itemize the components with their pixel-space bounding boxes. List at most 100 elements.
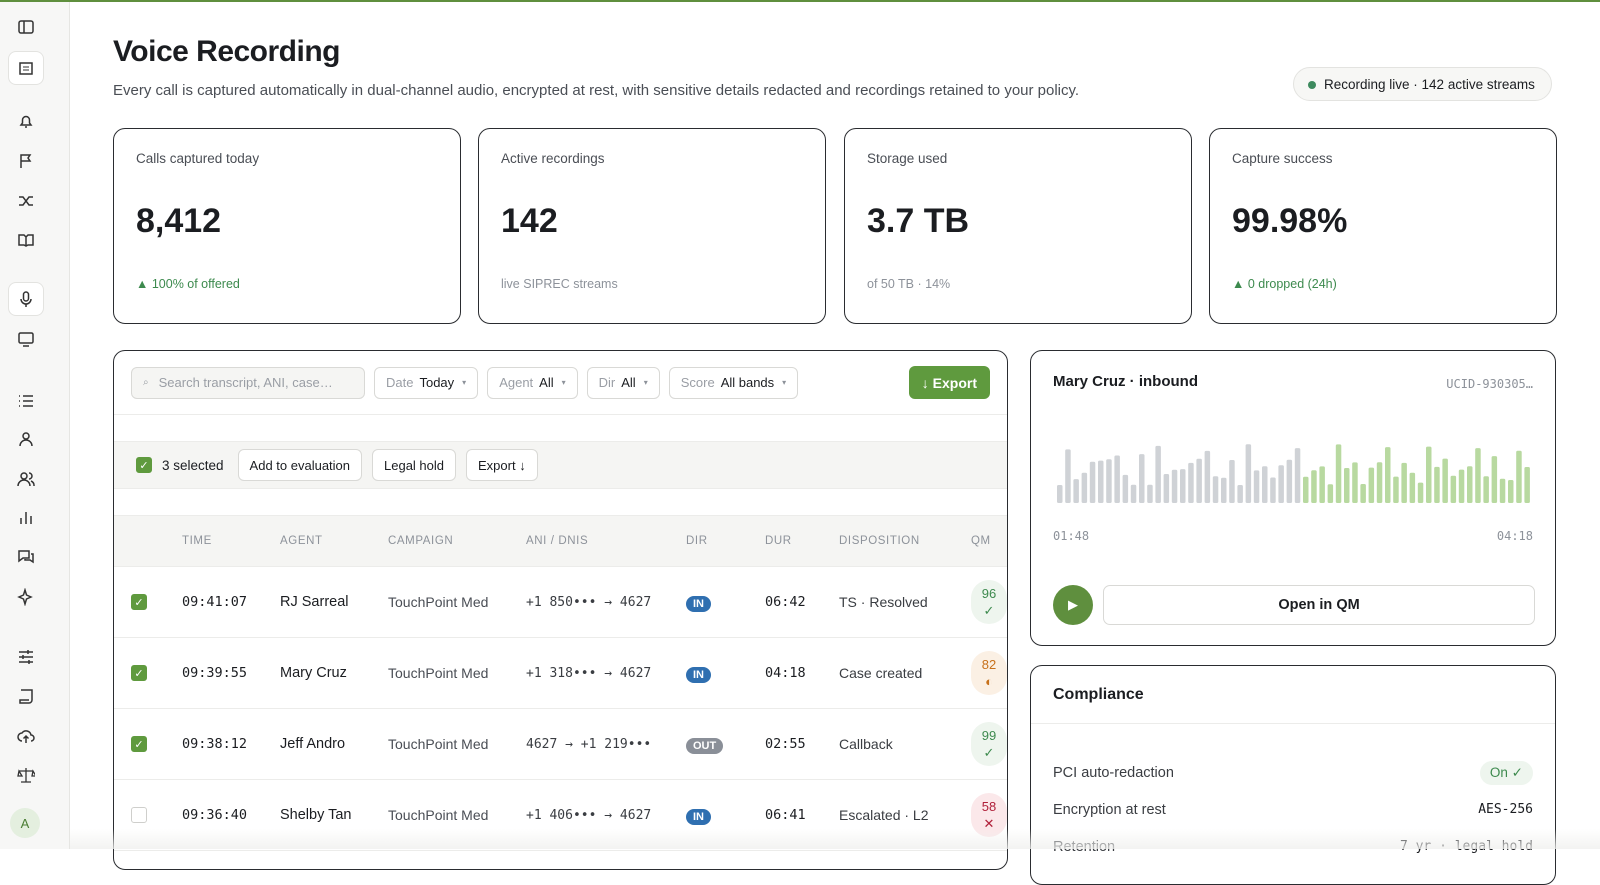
wave-bar: [1417, 482, 1424, 503]
filter-dropdown[interactable]: Date Today ▾: [374, 366, 479, 399]
row-checkbox[interactable]: ✓: [131, 594, 147, 610]
avatar[interactable]: A: [10, 808, 40, 838]
selected-count: 3 selected: [162, 457, 224, 473]
kpi-label: Capture success: [1232, 151, 1333, 166]
dir-cell: OUT: [686, 736, 765, 754]
qm-badge: 96 ✓: [971, 580, 1007, 624]
ani-dnis: +1 850••• → 4627: [526, 594, 652, 610]
export-button[interactable]: ↓ Export: [908, 366, 990, 399]
icon-list[interactable]: [17, 392, 35, 410]
icon-screen[interactable]: [17, 330, 35, 348]
qm-icon: ✓: [983, 745, 995, 760]
checkbox-cell: ✓: [131, 736, 182, 752]
icon-sparkle[interactable]: [17, 588, 35, 606]
kpi-note: live SIPREC streams: [501, 277, 618, 291]
table-row[interactable]: ✓ 09:39:55 Mary Cruz TouchPoint Med +1 318••…: [114, 638, 1007, 709]
table-row[interactable]: ✓ 09:41:07 RJ Sarreal TouchPoint Med +1 850•…: [114, 567, 1007, 638]
campaign: TouchPoint Med: [388, 594, 489, 610]
icon-scale[interactable]: [17, 766, 35, 784]
wave-bar: [1139, 454, 1145, 503]
column-header: CAMPAIGN: [388, 535, 454, 547]
filter-value: All bands: [720, 375, 775, 390]
row-checkbox[interactable]: [131, 807, 147, 823]
wave-bar: [1376, 462, 1383, 503]
wave-bar: [1368, 467, 1375, 503]
campaign: TouchPoint Med: [388, 807, 489, 823]
play-button[interactable]: ▶: [1053, 585, 1093, 625]
player-panel: Mary Cruz · inbound UCID-930305… 01:48 0…: [1030, 350, 1556, 646]
filter-value: All: [539, 375, 554, 390]
filter-dropdown[interactable]: Dir All ▾: [586, 366, 660, 399]
player-ucid: UCID-930305…: [1446, 377, 1533, 391]
column-header: DUR: [765, 535, 792, 547]
wave-bar: [1114, 455, 1120, 503]
ani-dnis: 4627 → +1 219•••: [526, 736, 652, 752]
wave-bar: [1098, 460, 1104, 503]
row-checkbox[interactable]: ✓: [131, 665, 147, 681]
row-checkbox[interactable]: ✓: [131, 736, 147, 752]
icon-user[interactable]: [17, 430, 35, 448]
status-text: Recording live · 142 active streams: [1324, 76, 1535, 92]
duration: 04:18: [765, 665, 806, 681]
duration: 02:55: [765, 736, 806, 752]
icon-scroll[interactable]: [17, 687, 35, 705]
checkbox-cell: ✓: [131, 594, 182, 610]
column-header: TIME: [182, 535, 212, 547]
table-row[interactable]: ✓ 09:38:12 Jeff Andro TouchPoint Med 4627 → …: [114, 709, 1007, 780]
filter-dropdown[interactable]: Agent All ▾: [487, 366, 578, 399]
kpi-card: Calls captured today 8,412 ▲ 100% of offer…: [113, 128, 461, 324]
wave-bar: [1491, 456, 1498, 503]
icon-flag[interactable]: [17, 152, 35, 170]
status-badge: Recording live · 142 active streams: [1293, 67, 1552, 101]
compliance-row: PCI auto-redaction On ✓: [1053, 754, 1533, 791]
wave-bar: [1073, 479, 1079, 503]
wave-bar: [1155, 445, 1161, 503]
kpi-note: ▲ 0 dropped (24h): [1232, 277, 1337, 291]
icon-bell[interactable]: [17, 112, 35, 130]
wave-bar: [1253, 470, 1260, 503]
icon-upload[interactable]: [17, 727, 35, 745]
icon-chart[interactable]: [17, 509, 35, 527]
column-header: AGENT: [280, 535, 323, 547]
page-subtitle: Every call is captured automatically in …: [113, 82, 1080, 99]
wave-bar: [1311, 470, 1317, 503]
icon-users[interactable]: [17, 470, 35, 488]
wave-bar: [1303, 476, 1309, 503]
qm-icon: ✓: [983, 603, 995, 618]
select-all-checkbox[interactable]: ✓: [136, 457, 152, 473]
icon-panel[interactable]: [17, 18, 35, 36]
search-icon: ⌕: [143, 377, 149, 388]
icon-shuffle[interactable]: [17, 192, 35, 210]
duration: 06:42: [765, 594, 806, 610]
filter-dropdown[interactable]: Score All bands ▾: [668, 366, 799, 399]
dir-cell: IN: [686, 594, 765, 612]
bulk-action[interactable]: Export ↓: [466, 449, 538, 481]
wave-bar: [1319, 466, 1325, 503]
search-box[interactable]: ⌕ Search transcript, ANI, case…: [131, 366, 365, 399]
kpi-label: Storage used: [867, 151, 948, 166]
icon-building[interactable]: [8, 51, 44, 85]
kpi-value: 99.98%: [1232, 202, 1348, 240]
kpi-card: Active recordings 142 live SIPREC streams: [478, 128, 826, 324]
waveform: [1057, 444, 1530, 503]
kpi-card: Storage used 3.7 TB of 50 TB · 14%: [844, 128, 1192, 324]
kpi-card: Capture success 99.98% ▲ 0 dropped (24h): [1209, 128, 1557, 324]
campaign: TouchPoint Med: [388, 665, 489, 681]
icon-chat[interactable]: [17, 548, 35, 566]
qm-score: 96: [981, 586, 997, 601]
icon-book[interactable]: [17, 231, 35, 249]
dir-pill: OUT: [686, 738, 724, 754]
open-qm-button[interactable]: Open in QM: [1103, 585, 1535, 625]
kpi-note: of 50 TB · 14%: [867, 277, 951, 291]
kpi-note: ▲ 100% of offered: [136, 277, 240, 291]
bottom-fade: [70, 829, 1600, 849]
disposition: Escalated · L2: [839, 807, 929, 823]
icon-sliders[interactable]: [17, 648, 35, 666]
bulk-action[interactable]: Legal hold: [372, 449, 457, 481]
caret: ▾: [782, 378, 787, 387]
bulk-action[interactable]: Add to evaluation: [237, 449, 363, 481]
call-time: 09:39:55: [182, 665, 248, 681]
checkbox-cell: [131, 807, 182, 823]
icon-mic[interactable]: [8, 282, 44, 316]
wave-bar: [1286, 459, 1293, 503]
